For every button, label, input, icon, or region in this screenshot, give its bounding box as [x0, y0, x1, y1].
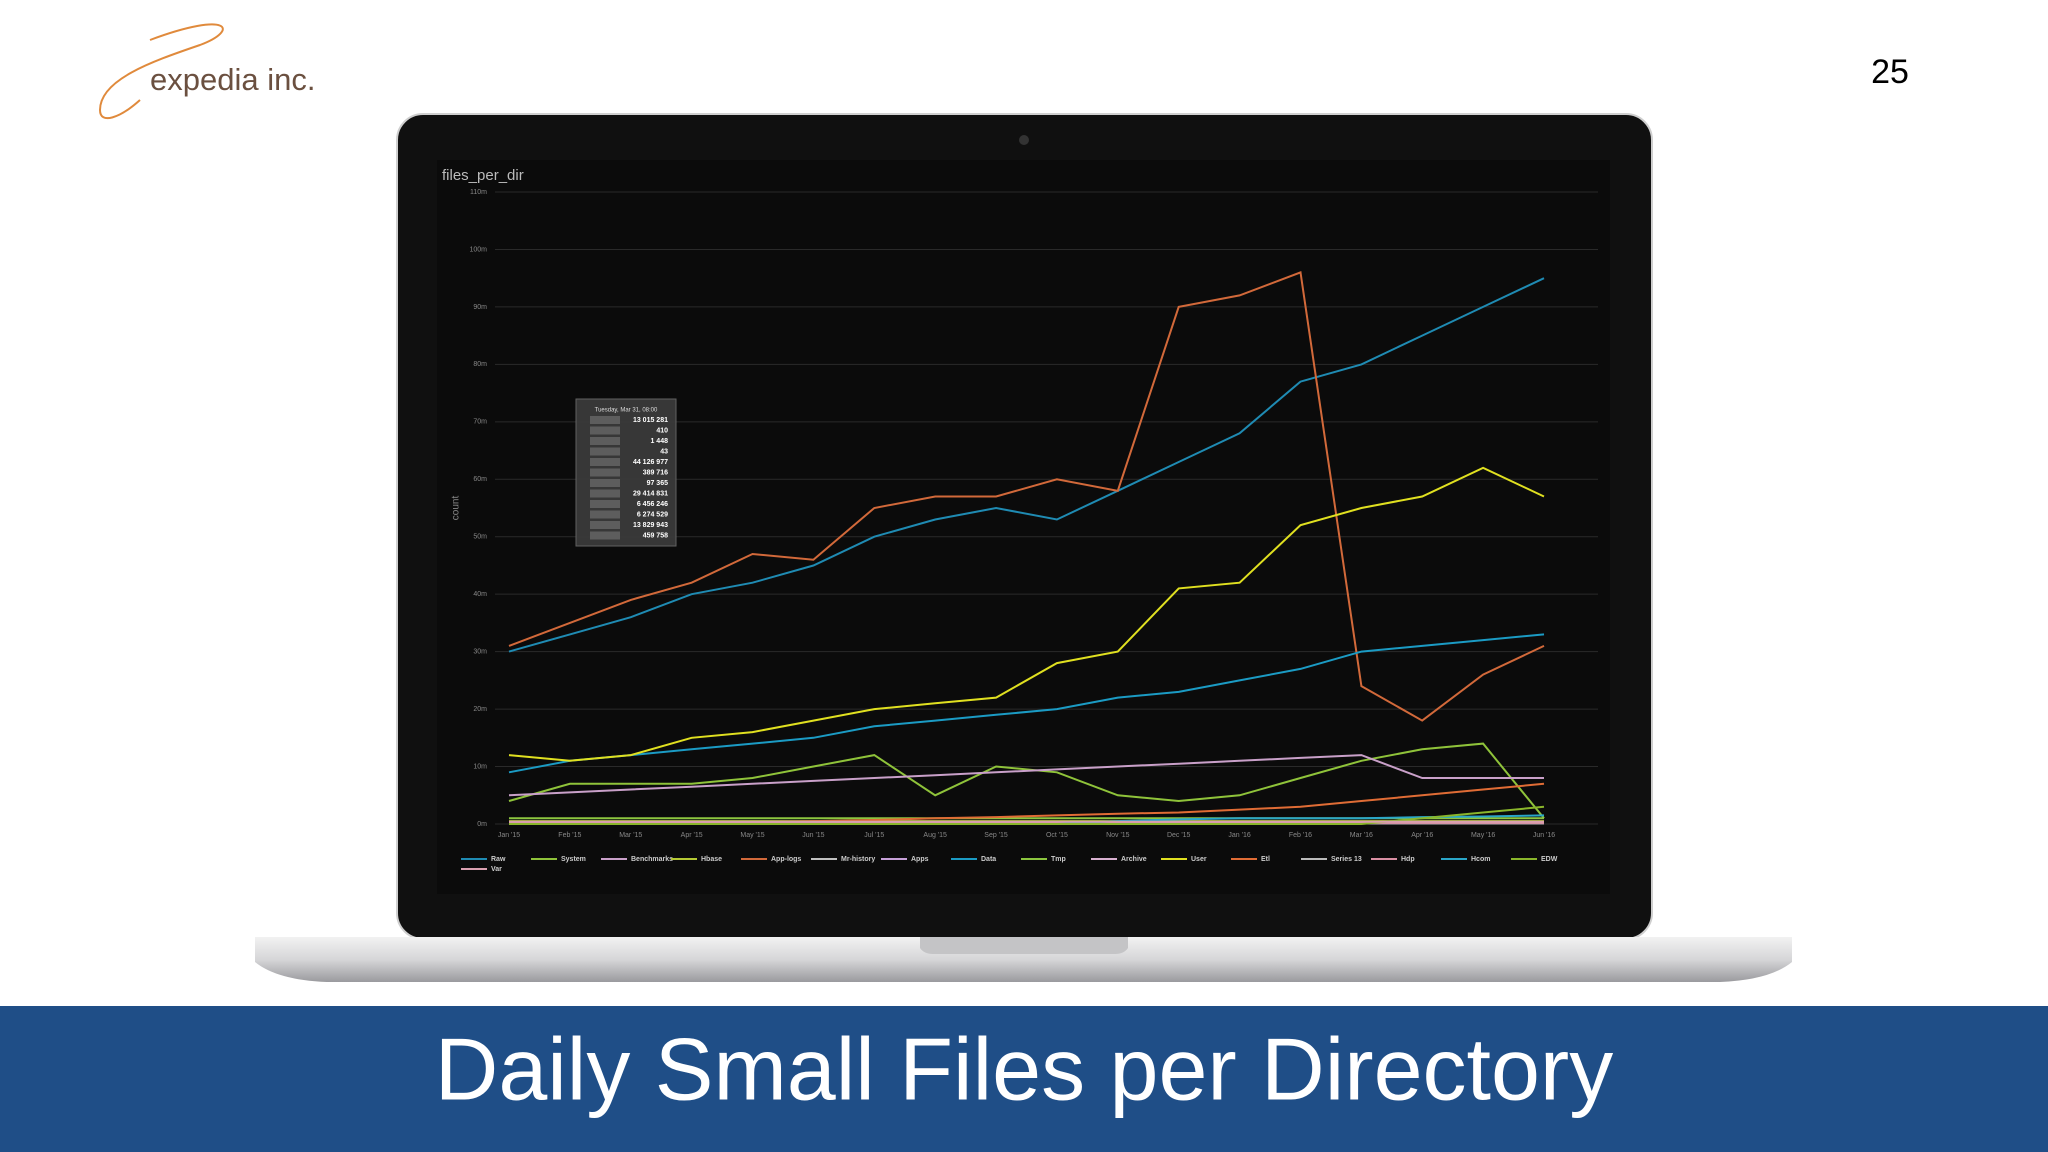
- legend-label: Mr-history: [841, 856, 875, 863]
- page-number: 25: [1871, 53, 1909, 91]
- y-tick-label: 50m: [473, 534, 487, 541]
- tooltip-redacted: [590, 426, 620, 435]
- legend-label: Series 13: [1331, 856, 1362, 863]
- tooltip: Tuesday, Mar 31, 08:00 13 015 281 410 1 448…: [575, 398, 677, 547]
- y-tick-label: 80m: [473, 361, 487, 368]
- x-tick-label: Sep '15: [984, 832, 1008, 839]
- y-tick-label: 30m: [473, 648, 487, 655]
- legend-label: Var: [491, 866, 502, 873]
- y-tick-label: 110m: [470, 189, 487, 196]
- tooltip-value: 13 015 281: [633, 417, 668, 424]
- tooltip-title: Tuesday, Mar 31, 08:00: [595, 408, 658, 414]
- x-tick-label: Jun '16: [1533, 832, 1555, 839]
- legend-label: Hcom: [1471, 856, 1490, 863]
- logo-swirl: [98, 23, 224, 120]
- x-tick-label: May '15: [740, 832, 764, 839]
- x-tick-label: Jun '15: [802, 832, 824, 839]
- tooltip-value: 459 758: [643, 532, 668, 539]
- x-tick-label: Jan '15: [498, 832, 520, 839]
- tooltip-value: 44 126 977: [633, 459, 668, 466]
- tooltip-redacted: [590, 489, 620, 498]
- x-tick-label: Apr '15: [681, 832, 703, 839]
- y-tick-label: 100m: [469, 246, 487, 253]
- tooltip-redacted: [590, 437, 620, 445]
- x-tick-label: Aug '15: [923, 832, 947, 839]
- legend-label: Raw: [491, 856, 506, 863]
- x-tick-label: Feb '15: [558, 832, 581, 839]
- tooltip-redacted: [590, 447, 620, 456]
- laptop-base: [255, 937, 1792, 982]
- tooltip-redacted: [590, 510, 620, 519]
- tooltip-redacted: [590, 521, 620, 529]
- legend-label: EDW: [1541, 856, 1558, 863]
- chart-title: files_per_dir: [442, 167, 524, 184]
- series-line: [508, 271, 1545, 722]
- tooltip-redacted: [590, 416, 620, 424]
- tooltip-value: 97 365: [647, 480, 669, 487]
- x-tick-label: Nov '15: [1106, 832, 1130, 839]
- tooltip-value: 1 448: [650, 438, 668, 445]
- x-tick-label: Mar '15: [619, 832, 642, 839]
- series-line: [508, 754, 1544, 797]
- legend-label: Hdp: [1401, 856, 1415, 863]
- legend-label: Tmp: [1051, 856, 1066, 863]
- laptop-notch: [920, 937, 1128, 954]
- y-tick-label: 60m: [473, 476, 487, 483]
- tooltip-value: 389 716: [643, 469, 668, 476]
- legend-label: Etl: [1261, 856, 1270, 863]
- caption: Daily Small Files per Directory: [435, 1019, 1613, 1118]
- y-tick-label: 10m: [473, 763, 487, 770]
- camera: [1019, 135, 1029, 145]
- legend-label: Archive: [1121, 856, 1147, 863]
- legend-label: System: [561, 856, 586, 863]
- x-tick-label: Jul '15: [864, 832, 884, 839]
- legend-label: App-logs: [771, 856, 801, 863]
- y-tick-label: 20m: [473, 706, 487, 713]
- tooltip-redacted: [590, 500, 620, 508]
- legend-label: Benchmarks: [631, 856, 673, 863]
- tooltip-value: 6 274 529: [637, 511, 668, 518]
- logo: expedia inc.: [150, 62, 315, 97]
- tooltip-value: 410: [656, 427, 668, 434]
- tooltip-value: 6 456 246: [637, 501, 668, 508]
- legend-label: User: [1191, 856, 1207, 863]
- tooltip-value: 13 829 943: [633, 522, 668, 529]
- tooltip-redacted: [590, 468, 620, 477]
- tooltip-value: 29 414 831: [633, 490, 668, 497]
- y-tick-label: 90m: [473, 304, 487, 311]
- y-axis-label: count: [451, 496, 462, 521]
- tooltip-redacted: [590, 479, 620, 487]
- legend-label: Apps: [911, 856, 929, 863]
- caption-band: [0, 1006, 2048, 1152]
- series-line: [508, 466, 1545, 762]
- x-tick-label: Jan '16: [1228, 832, 1250, 839]
- series-line: [508, 277, 1545, 653]
- y-tick-label: 40m: [473, 591, 487, 598]
- x-tick-label: Dec '15: [1167, 832, 1191, 839]
- legend-label: Hbase: [701, 856, 722, 863]
- series-line: [509, 805, 1545, 825]
- x-tick-label: Mar '16: [1350, 832, 1373, 839]
- x-tick-label: Oct '15: [1046, 832, 1068, 839]
- legend-label: Data: [981, 856, 996, 863]
- x-tick-label: Apr '16: [1411, 832, 1433, 839]
- x-tick-label: May '16: [1471, 832, 1495, 839]
- x-tick-label: Feb '16: [1289, 832, 1312, 839]
- y-tick-label: 0m: [477, 821, 487, 828]
- series-line: [508, 633, 1545, 774]
- y-tick-label: 70m: [473, 419, 487, 426]
- tooltip-redacted: [590, 458, 620, 466]
- plot: 0m 10m 20m 30m 40m 50m 60m 70m 80m 90m 100m 110m Jan…: [461, 189, 1598, 873]
- tooltip-value: 43: [660, 448, 668, 455]
- tooltip-redacted: [590, 531, 620, 540]
